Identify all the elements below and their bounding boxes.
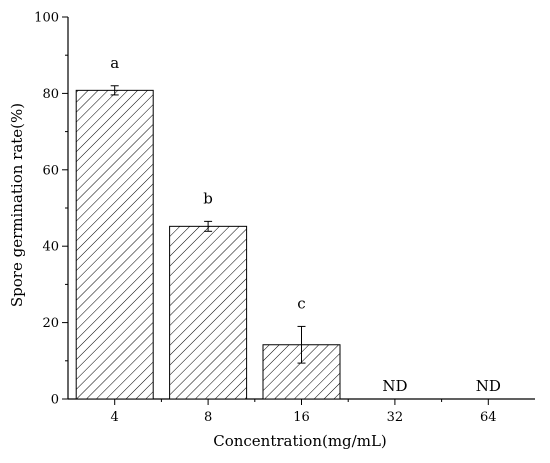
significance-label: b: [203, 189, 213, 207]
y-tick-label: 20: [42, 316, 59, 331]
y-axis-title: Spore germination rate(%): [8, 103, 26, 307]
bar: [75, 89, 154, 400]
y-tick-label: 100: [34, 11, 59, 26]
x-tick-label: 64: [480, 410, 497, 425]
x-tick-label: 8: [204, 410, 212, 425]
significance-label: a: [110, 54, 119, 72]
y-tick-label: 40: [42, 240, 59, 255]
y-tick-label: 80: [42, 87, 59, 102]
x-tick-label: 4: [111, 410, 119, 425]
x-tick-label: 32: [387, 410, 404, 425]
plot-area: 0 20 40 60 80 100 4 a 8 b 16 c 32 ND 64 ND: [34, 11, 535, 425]
bar: [169, 225, 248, 400]
x-tick-label: 16: [293, 410, 310, 425]
y-tick-label: 0: [51, 393, 59, 408]
y-tick-label: 60: [42, 163, 59, 178]
significance-label: ND: [476, 377, 501, 395]
x-axis-title: Concentration(mg/mL): [213, 432, 387, 450]
significance-label: ND: [382, 377, 407, 395]
significance-label: c: [297, 294, 305, 312]
